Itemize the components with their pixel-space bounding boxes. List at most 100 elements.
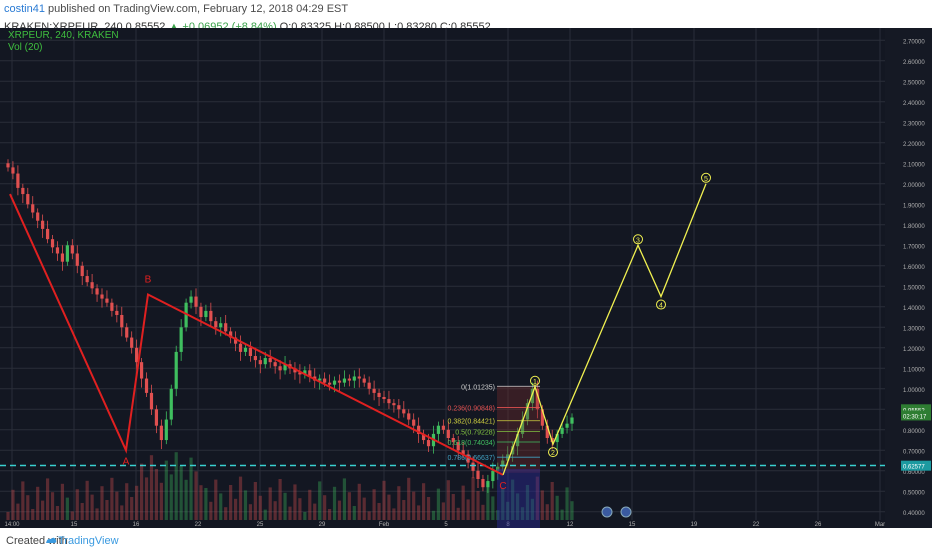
publish-info-bar: costin41 published on TradingView.com, F… bbox=[0, 0, 932, 20]
candle-body bbox=[298, 372, 302, 375]
fib-level-label: 0.618(0.74034) bbox=[448, 440, 495, 447]
tradingview-logo-icon bbox=[46, 537, 57, 543]
y-tick-label: 2.60000 bbox=[903, 60, 925, 66]
volume-bar bbox=[570, 501, 574, 520]
y-tick-label: 1.40000 bbox=[903, 306, 925, 312]
price-axis-panel bbox=[885, 28, 932, 528]
candle-body bbox=[421, 433, 426, 441]
x-tick-label: 22 bbox=[195, 522, 202, 528]
volume-bar bbox=[525, 485, 530, 520]
candle-body bbox=[75, 253, 79, 266]
volume-bar bbox=[233, 498, 238, 520]
volume-bar bbox=[426, 497, 431, 520]
x-tick-label: 26 bbox=[815, 522, 822, 528]
volume-bar bbox=[278, 479, 282, 520]
candle-body bbox=[189, 296, 193, 303]
volume-bar bbox=[515, 493, 520, 520]
volume-bar bbox=[436, 488, 441, 520]
candle-body bbox=[491, 470, 495, 482]
wave-point-label: 4 bbox=[659, 303, 663, 310]
candle-body bbox=[159, 425, 163, 441]
candle-body bbox=[342, 378, 347, 383]
candle-body bbox=[31, 204, 35, 213]
event-marker-icon bbox=[601, 506, 613, 518]
volume-bar bbox=[308, 489, 312, 520]
volume-bar bbox=[229, 485, 233, 520]
candle-body bbox=[446, 429, 450, 438]
candle-body bbox=[545, 425, 549, 438]
y-tick-label: 1.10000 bbox=[903, 367, 925, 373]
volume-bar bbox=[283, 492, 287, 520]
volume-bar bbox=[550, 482, 554, 520]
candle-body bbox=[6, 163, 10, 168]
candle-body bbox=[130, 337, 134, 348]
volume-bar bbox=[115, 491, 119, 520]
volume-bar bbox=[357, 483, 361, 520]
candle-body bbox=[382, 397, 386, 400]
volume-bar bbox=[135, 485, 139, 520]
candle-body bbox=[303, 370, 307, 375]
tradingview-link[interactable]: TradingView bbox=[58, 535, 119, 547]
candle-body bbox=[95, 288, 99, 295]
candle-body bbox=[412, 419, 416, 426]
x-tick-label: 5 bbox=[444, 522, 448, 528]
volume-bar bbox=[342, 478, 347, 520]
candle-body bbox=[308, 370, 312, 377]
x-tick-label: Mar bbox=[875, 522, 885, 528]
candle-body bbox=[515, 433, 520, 447]
candle-body bbox=[367, 382, 371, 389]
volume-bar bbox=[367, 511, 371, 520]
volume-bar bbox=[545, 504, 549, 520]
volume-bar bbox=[263, 509, 267, 520]
volume-bar bbox=[120, 505, 124, 520]
volume-bar bbox=[149, 455, 154, 520]
volume-bar bbox=[456, 507, 460, 520]
y-tick-label: 0.50000 bbox=[903, 490, 925, 496]
x-tick-label: 8 bbox=[506, 522, 510, 528]
candle-body bbox=[219, 323, 223, 328]
y-tick-label: 2.20000 bbox=[903, 142, 925, 148]
price-chart[interactable]: 2.70000 2.60000 2.50000 2.40000 2.30000 2.200… bbox=[0, 28, 932, 528]
volume-bar bbox=[377, 503, 381, 520]
candle-body bbox=[21, 187, 25, 195]
volume-bar bbox=[461, 485, 465, 520]
candle-body bbox=[174, 351, 178, 389]
volume-bar bbox=[65, 497, 69, 520]
fib-zone bbox=[497, 386, 540, 473]
abc-point-label: B bbox=[145, 275, 152, 286]
volume-bar bbox=[392, 508, 396, 520]
volume-bar bbox=[431, 510, 436, 520]
candle-body bbox=[570, 417, 574, 424]
candle-body bbox=[169, 388, 173, 420]
published-text: published on TradingView.com, February 1… bbox=[44, 3, 349, 15]
volume-bar bbox=[402, 500, 406, 520]
volume-bar bbox=[555, 495, 559, 520]
volume-bar bbox=[85, 480, 89, 520]
candle-body bbox=[26, 194, 30, 205]
candle-body bbox=[525, 403, 530, 420]
fib-level-label: 0(1.01235) bbox=[461, 384, 495, 391]
candle-body bbox=[16, 173, 20, 188]
x-tick-label: 15 bbox=[629, 522, 636, 528]
volume-bar bbox=[6, 512, 10, 520]
volume-bar bbox=[337, 500, 342, 520]
candle-body bbox=[441, 425, 445, 430]
volume-bar bbox=[496, 510, 500, 520]
candle-body bbox=[248, 347, 253, 356]
candle-body bbox=[154, 409, 159, 426]
volume-bar bbox=[560, 509, 564, 520]
candle-body bbox=[55, 247, 60, 254]
wave-point-label: 3 bbox=[636, 237, 640, 244]
volume-bar bbox=[293, 484, 297, 520]
author-link[interactable]: costin41 bbox=[4, 3, 45, 15]
candle-body bbox=[179, 327, 183, 352]
volume-bar bbox=[194, 471, 198, 520]
candle-body bbox=[144, 378, 149, 393]
fib-level-label: 0.382(0.84421) bbox=[448, 419, 495, 426]
volume-bar bbox=[476, 491, 480, 520]
volume-bar bbox=[179, 466, 183, 520]
y-tick-label: 2.50000 bbox=[903, 80, 925, 86]
volume-bar bbox=[189, 457, 193, 520]
volume-bar bbox=[184, 479, 188, 520]
volume-bar bbox=[466, 499, 470, 520]
